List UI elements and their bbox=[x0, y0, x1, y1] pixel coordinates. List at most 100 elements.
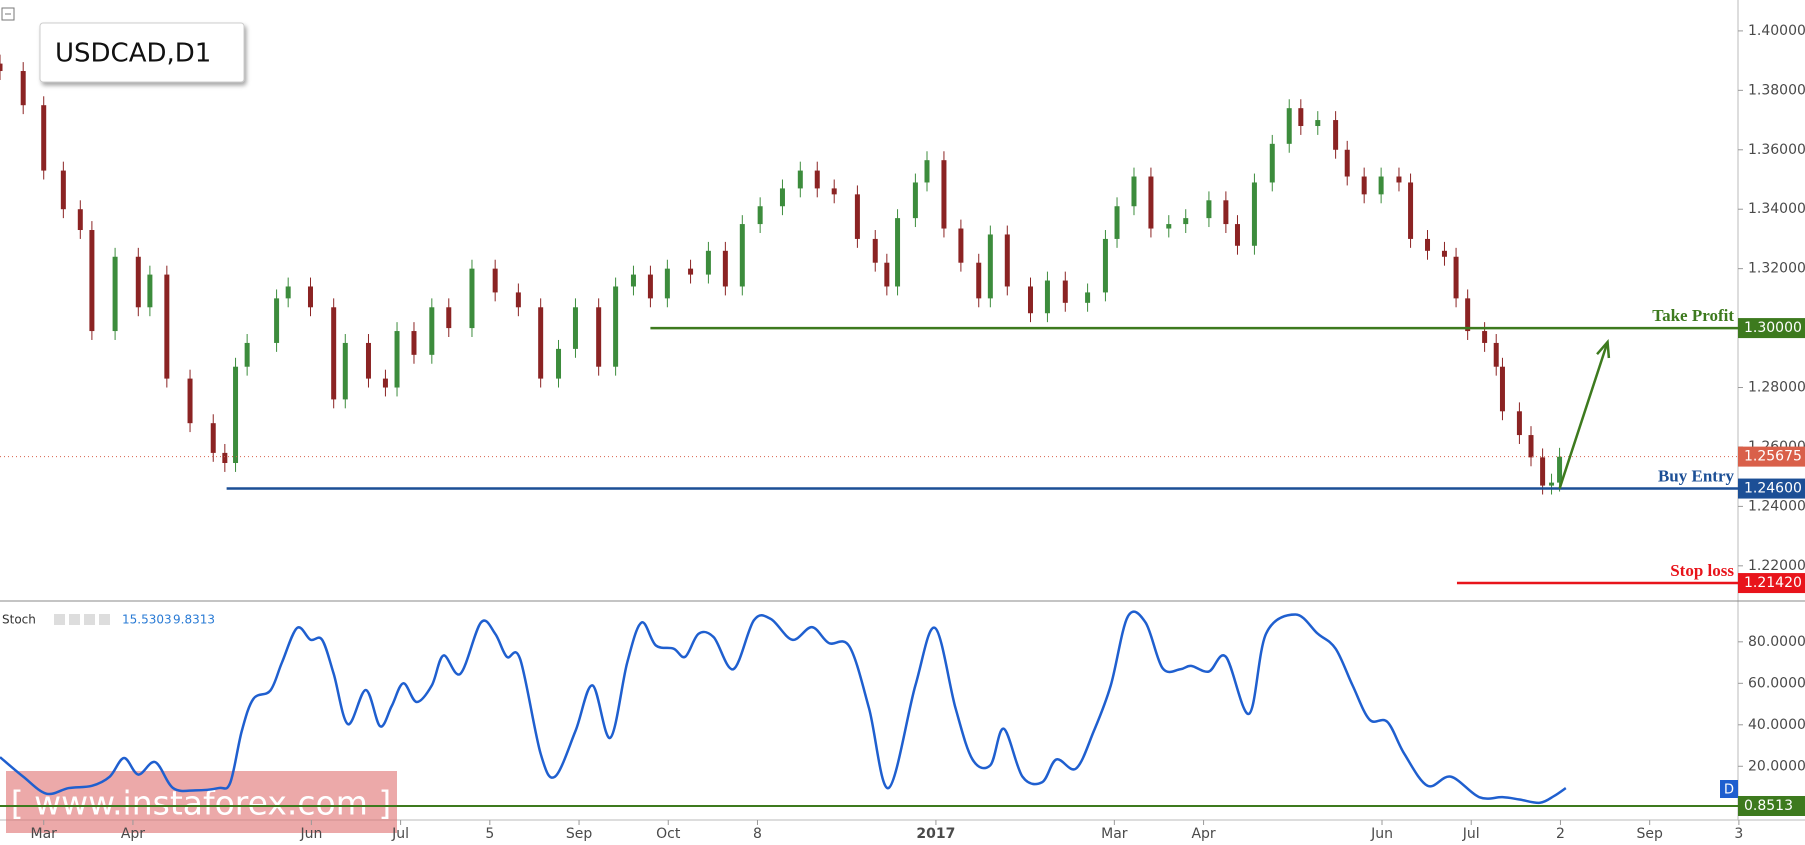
x-tick-label: Mar bbox=[31, 826, 58, 842]
candle-body bbox=[515, 292, 521, 308]
icon[interactable] bbox=[69, 614, 80, 625]
candle-body bbox=[77, 209, 83, 231]
stoch-line bbox=[0, 610, 1567, 805]
candle-body bbox=[1441, 250, 1447, 257]
interval-badge bbox=[1720, 780, 1738, 798]
candle-body bbox=[469, 268, 475, 329]
candle-body bbox=[135, 256, 141, 308]
y-tick-label: 80.0000 bbox=[1748, 634, 1805, 650]
y-tick-label: 1.38000 bbox=[1748, 82, 1805, 98]
candle-body bbox=[1114, 206, 1120, 239]
candle-body bbox=[814, 170, 820, 189]
candle-body bbox=[394, 331, 400, 388]
title-box bbox=[39, 22, 245, 83]
candle-body bbox=[1269, 143, 1275, 183]
candle-body bbox=[1549, 482, 1555, 486]
candle-body bbox=[556, 348, 562, 379]
readout: 15.5303 bbox=[122, 613, 172, 627]
candle-body bbox=[912, 182, 918, 219]
candle-body bbox=[1499, 366, 1505, 412]
candle-body bbox=[854, 194, 860, 239]
candle-body bbox=[613, 286, 619, 367]
candle-body bbox=[1131, 176, 1137, 207]
x-tick-label: Apr bbox=[121, 826, 145, 842]
candle-body bbox=[1251, 182, 1257, 246]
candle-body bbox=[779, 188, 785, 207]
level-name: Stop loss bbox=[1670, 561, 1734, 580]
candle-body bbox=[365, 342, 371, 379]
candle-body bbox=[1516, 411, 1522, 436]
price-badge bbox=[1738, 446, 1805, 467]
arrow bbox=[1558, 341, 1609, 489]
x-tick-label: Jun bbox=[299, 826, 322, 842]
watermark: [ www.instaforex.com ] bbox=[6, 771, 397, 833]
icon[interactable] bbox=[54, 614, 65, 625]
level-badge-label: 0.8513 bbox=[1744, 798, 1793, 814]
candle-body bbox=[1378, 176, 1384, 195]
candle-body bbox=[1166, 224, 1172, 229]
candle-body bbox=[331, 307, 337, 400]
y-tick-label: 1.36000 bbox=[1748, 142, 1805, 158]
interval-badge-label: D bbox=[1724, 783, 1734, 798]
y-tick-label: 1.32000 bbox=[1748, 261, 1805, 277]
candle-body bbox=[538, 307, 544, 379]
level-badge bbox=[1738, 318, 1805, 339]
candle-body bbox=[1453, 256, 1459, 299]
candle-body bbox=[1528, 435, 1534, 458]
candle-body bbox=[1333, 120, 1339, 150]
candle-body bbox=[1044, 280, 1050, 314]
candle-body bbox=[187, 378, 193, 424]
candle-body bbox=[1482, 331, 1488, 343]
icon[interactable] bbox=[99, 614, 110, 625]
icon[interactable] bbox=[84, 614, 95, 625]
y-tick-label: 1.22000 bbox=[1748, 558, 1805, 574]
candle-body bbox=[222, 452, 228, 464]
y-tick-label: 1.40000 bbox=[1748, 23, 1805, 39]
candle-body bbox=[647, 274, 653, 299]
x-tick-label: 3 bbox=[1734, 826, 1743, 842]
level-badge-label: 1.30000 bbox=[1744, 320, 1802, 336]
candle-body bbox=[831, 188, 837, 195]
x-tick-label: 2017 bbox=[916, 826, 955, 842]
candle-body bbox=[0, 63, 3, 72]
candle-body bbox=[1344, 149, 1350, 177]
candle-body bbox=[492, 268, 498, 293]
candle-body bbox=[596, 307, 602, 367]
y-tick-label: 20.0000 bbox=[1748, 758, 1805, 774]
x-tick-label: 2 bbox=[1556, 826, 1565, 842]
candle-body bbox=[688, 268, 694, 275]
candle-body bbox=[1183, 218, 1189, 225]
candle-body bbox=[630, 274, 636, 287]
candle-body bbox=[705, 250, 711, 275]
x-tick-label: 8 bbox=[753, 826, 762, 842]
candle-body bbox=[60, 170, 66, 210]
candle-body bbox=[1315, 120, 1321, 127]
candle-body bbox=[895, 218, 901, 287]
candle-body bbox=[976, 262, 982, 299]
y-tick-label: 60.0000 bbox=[1748, 675, 1805, 691]
x-tick-label: Sep bbox=[566, 826, 593, 842]
candle-body bbox=[210, 423, 216, 453]
candle-body bbox=[1286, 108, 1292, 144]
level-badge bbox=[1738, 795, 1805, 816]
x-tick-label: Jul bbox=[1462, 826, 1480, 842]
x-tick-label: Oct bbox=[656, 826, 681, 842]
candle-body bbox=[1234, 224, 1240, 246]
indicator-icons bbox=[54, 614, 110, 625]
candle-body bbox=[987, 234, 993, 299]
candle-body bbox=[1148, 176, 1154, 229]
readout: 9.8313 bbox=[173, 613, 215, 627]
level-name: Buy Entry bbox=[1658, 466, 1735, 485]
candle-body bbox=[1396, 176, 1402, 183]
candle-body bbox=[1465, 298, 1471, 332]
y-tick-label: 40.0000 bbox=[1748, 717, 1805, 733]
candle-body bbox=[285, 286, 291, 299]
candle-body bbox=[41, 105, 47, 171]
candle-body bbox=[872, 238, 878, 263]
candle-body bbox=[1557, 456, 1563, 483]
level-badge bbox=[1738, 478, 1805, 499]
chart-title: USDCAD,D1 bbox=[55, 39, 211, 69]
candle-body bbox=[1223, 200, 1229, 225]
level-badge-label: 1.24600 bbox=[1744, 481, 1802, 497]
